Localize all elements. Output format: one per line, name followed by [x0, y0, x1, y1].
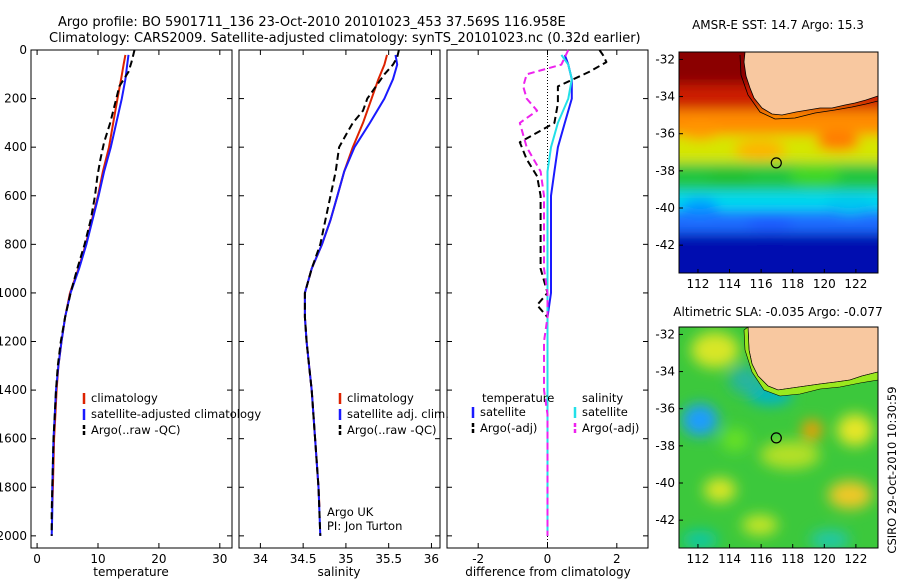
x-tick-label: 2: [613, 552, 621, 566]
sla-map-title: Altimetric SLA: -0.035 Argo: -0.077: [673, 305, 882, 319]
depth-tick-label: 1600: [0, 432, 27, 446]
depth-tick-label: 2000: [0, 529, 27, 543]
series-satellite-line: [546, 54, 573, 536]
map-lat-label: -40: [655, 201, 675, 215]
salinity-legend: climatology satellite adj. clim. Argo(..ra…: [338, 391, 449, 437]
sst-map-panel: AMSR-E SST: 14.7 Argo: 15.3: [655, 18, 879, 291]
legend-label: Argo(-adj): [480, 421, 537, 435]
legend-label: Argo(-adj): [582, 421, 639, 435]
difference-x-label: difference from climatology: [465, 565, 631, 579]
series-climatology-line: [51, 54, 127, 507]
salinity-x-label: salinity: [317, 565, 360, 579]
series-argo-raw-qc--line: [303, 49, 400, 536]
map-lat-label: -42: [655, 238, 675, 252]
legend-label: satellite adj. clim.: [347, 407, 449, 421]
series-satellite-line: [546, 54, 573, 536]
depth-tick-label: 800: [4, 237, 27, 251]
map-lon-label: 114: [718, 277, 741, 291]
depth-tick-label: 1400: [0, 383, 27, 397]
map-lat-label: -34: [655, 365, 675, 379]
map-lon-label: 112: [686, 277, 709, 291]
sst-isobath: [739, 54, 878, 120]
x-tick-label: 20: [151, 552, 166, 566]
map-lat-label: -32: [655, 327, 675, 341]
salinity-panel: 34 34.5 35 35.5 36 salinity climatology satel…: [238, 49, 449, 579]
map-lon-label: 122: [844, 552, 867, 566]
map-lon-label: 120: [813, 277, 836, 291]
sst-map-frame: [678, 51, 879, 274]
credit-pi: PI: Jon Turton: [327, 519, 402, 533]
legend-label: satellite: [582, 405, 628, 419]
depth-tick-label: 200: [4, 92, 27, 106]
map-lat-label: -40: [655, 476, 675, 490]
sst-map-field: [679, 52, 878, 273]
csiro-timestamp: CSIRO 29-Oct-2010 10:30:59: [885, 386, 899, 553]
map-lon-label: 112: [686, 552, 709, 566]
header-line-1: Argo profile: BO 5901711_136 23-Oct-2010…: [58, 15, 566, 30]
legend-salinity-title: salinity: [582, 391, 623, 405]
series-argo-raw-qc--line: [50, 49, 136, 536]
x-tick-label: 34: [253, 552, 268, 566]
legend-temperature-title: temperature: [482, 391, 554, 405]
map-lat-label: -36: [655, 402, 675, 416]
depth-tick-label: 0: [19, 43, 27, 57]
series-argo-adj--line: [518, 49, 570, 536]
x-tick-label: -2: [472, 552, 484, 566]
salinity-axes-frame: [238, 49, 441, 549]
map-lat-label: -42: [655, 513, 675, 527]
depth-tick-label: 1000: [0, 286, 27, 300]
x-tick-label: 30: [212, 552, 227, 566]
map-lon-label: 118: [781, 277, 804, 291]
map-lat-label: -32: [655, 52, 675, 66]
temperature-panel: 0 10 20 30 0 200 400 600 800 1000 1200 1400 1600 1800…: [0, 43, 261, 579]
sst-map-title: AMSR-E SST: 14.7 Argo: 15.3: [692, 18, 864, 32]
credit-org: Argo UK: [327, 505, 374, 519]
series-climatology-line: [303, 54, 388, 507]
x-tick-label: 0: [33, 552, 41, 566]
x-tick-label: 35: [338, 552, 353, 566]
map-lon-label: 120: [813, 552, 836, 566]
legend-label: Argo(..raw -QC): [347, 423, 437, 437]
x-tick-label: 36: [424, 552, 439, 566]
map-lon-label: 116: [750, 277, 773, 291]
sla-map-panel: Altimetric SLA: -0.035 Argo: -0.077: [655, 305, 882, 566]
depth-tick-label: 400: [4, 140, 27, 154]
map-lon-label: 118: [781, 552, 804, 566]
x-tick-label: 35.5: [375, 552, 402, 566]
map-lat-label: -34: [655, 90, 675, 104]
x-tick-label: 34.5: [290, 552, 317, 566]
depth-tick-label: 600: [4, 189, 27, 203]
series-argo-adj--line: [518, 49, 608, 536]
header-line-2: Climatology: CARS2009. Satellite-adjuste…: [49, 31, 641, 46]
legend-label: satellite: [480, 405, 526, 419]
temperature-axes-frame: [30, 49, 233, 549]
map-lon-label: 122: [844, 277, 867, 291]
x-tick-label: 0: [544, 552, 552, 566]
map-lat-label: -36: [655, 127, 675, 141]
sla-map-frame: [678, 326, 879, 549]
sla-map-field: [679, 327, 878, 548]
legend-label: climatology: [347, 391, 414, 405]
map-lat-label: -38: [655, 439, 675, 453]
legend-label: climatology: [91, 391, 158, 405]
depth-tick-label: 1200: [0, 335, 27, 349]
legend-label: Argo(..raw -QC): [91, 423, 181, 437]
sst-land-shape: [743, 52, 878, 116]
map-lon-label: 116: [750, 552, 773, 566]
sla-argo-position-marker: [770, 432, 782, 444]
series-satellite-adjusted-climatology-line: [50, 54, 130, 536]
difference-legend: temperature salinitysatelliteArgo(-adj)sa…: [471, 391, 639, 435]
x-tick-label: 10: [90, 552, 105, 566]
map-lat-label: -38: [655, 164, 675, 178]
sst-argo-position-marker: [770, 157, 782, 169]
map-lon-label: 114: [718, 552, 741, 566]
difference-panel: -2 0 2 difference from climatology tempera…: [446, 49, 649, 579]
sla-coast-band: [743, 327, 878, 397]
temperature-legend: climatology satellite-adjusted climatolog…: [82, 391, 261, 437]
depth-tick-label: 1800: [0, 480, 27, 494]
temperature-x-label: temperature: [93, 565, 168, 579]
legend-label: satellite-adjusted climatology: [91, 407, 261, 421]
